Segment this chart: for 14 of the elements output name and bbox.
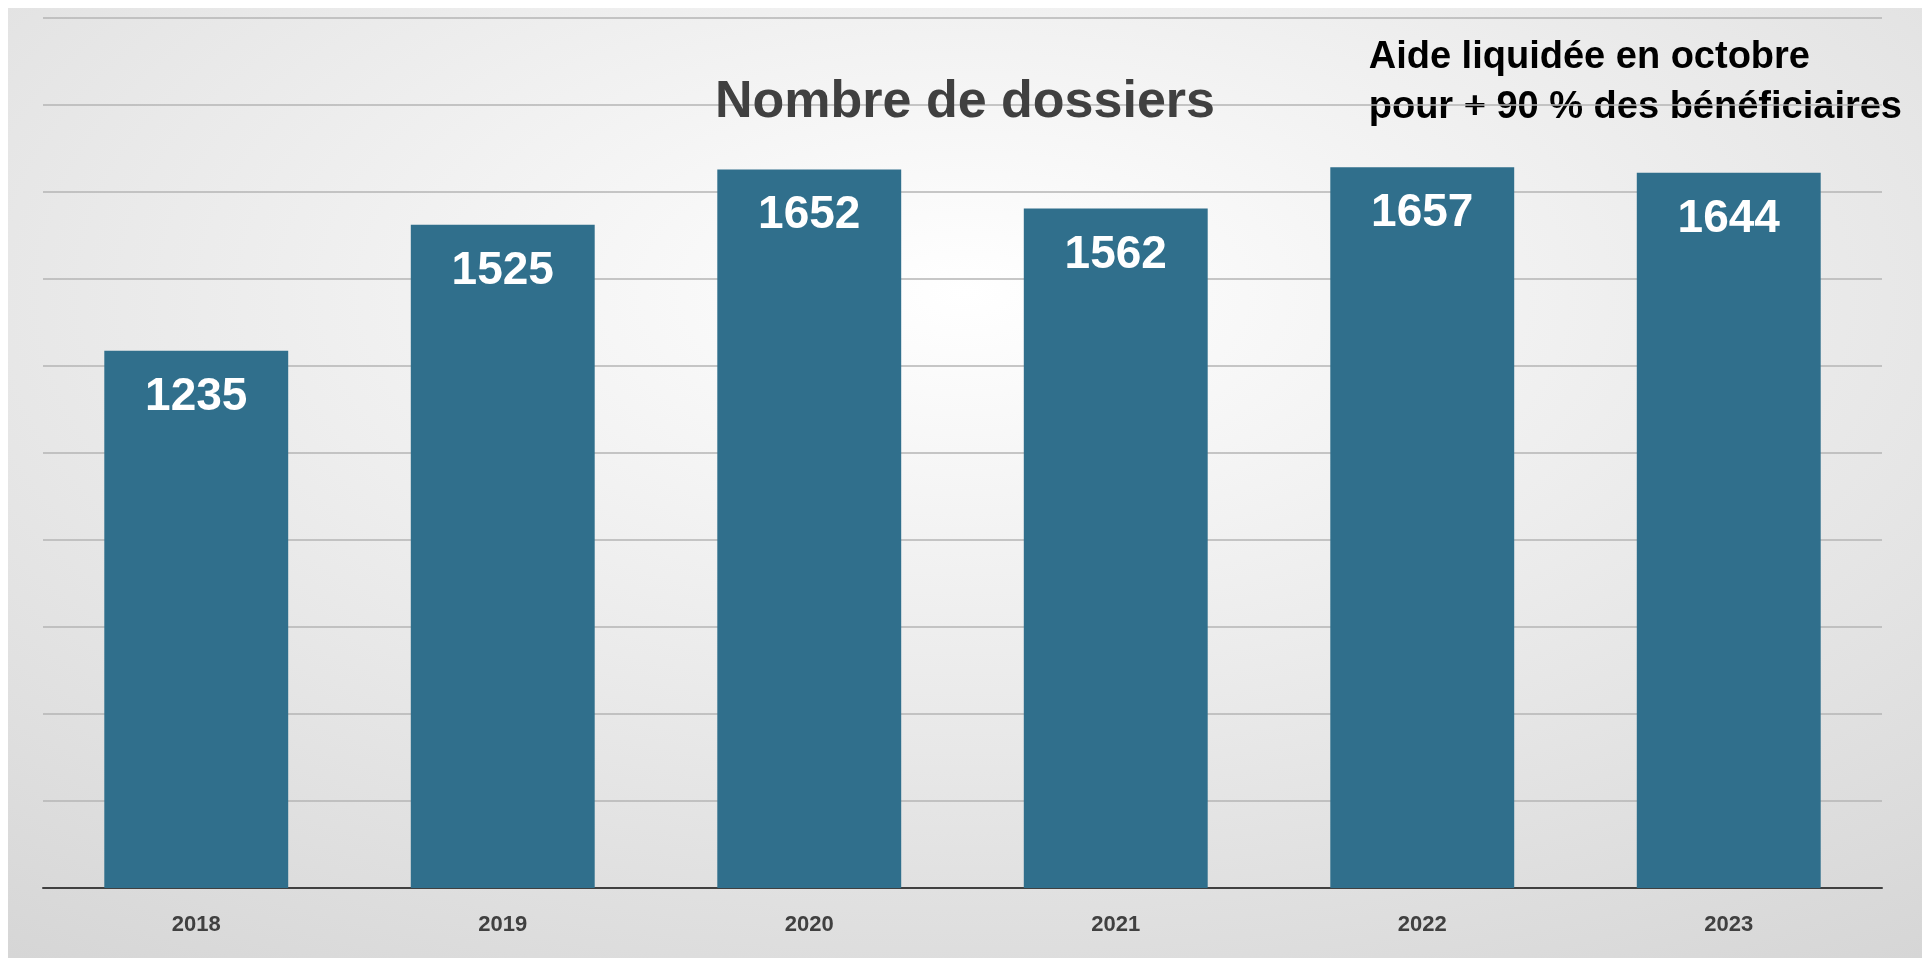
x-tick-label: 2023 [1704, 910, 1754, 936]
text: Nombre de dossiers [715, 70, 1215, 128]
x-tick-label: 2020 [784, 910, 834, 936]
x-tick-label: 2022 [1397, 910, 1447, 936]
data-label: 1562 [1064, 225, 1167, 278]
annotation: Aide liquidée en octobre pour + 90 % des bénéficiaires [1368, 34, 1902, 126]
data-label: 1657 [1371, 184, 1474, 237]
data-label: 1652 [758, 186, 861, 239]
x-tick-label: 2018 [171, 910, 221, 936]
data-label: 1235 [145, 367, 248, 420]
data-label: 1525 [451, 241, 554, 294]
x-tick-label: 2021 [1091, 910, 1141, 936]
data-label: 1644 [1677, 189, 1781, 242]
x-tick-label: 2019 [478, 910, 528, 936]
